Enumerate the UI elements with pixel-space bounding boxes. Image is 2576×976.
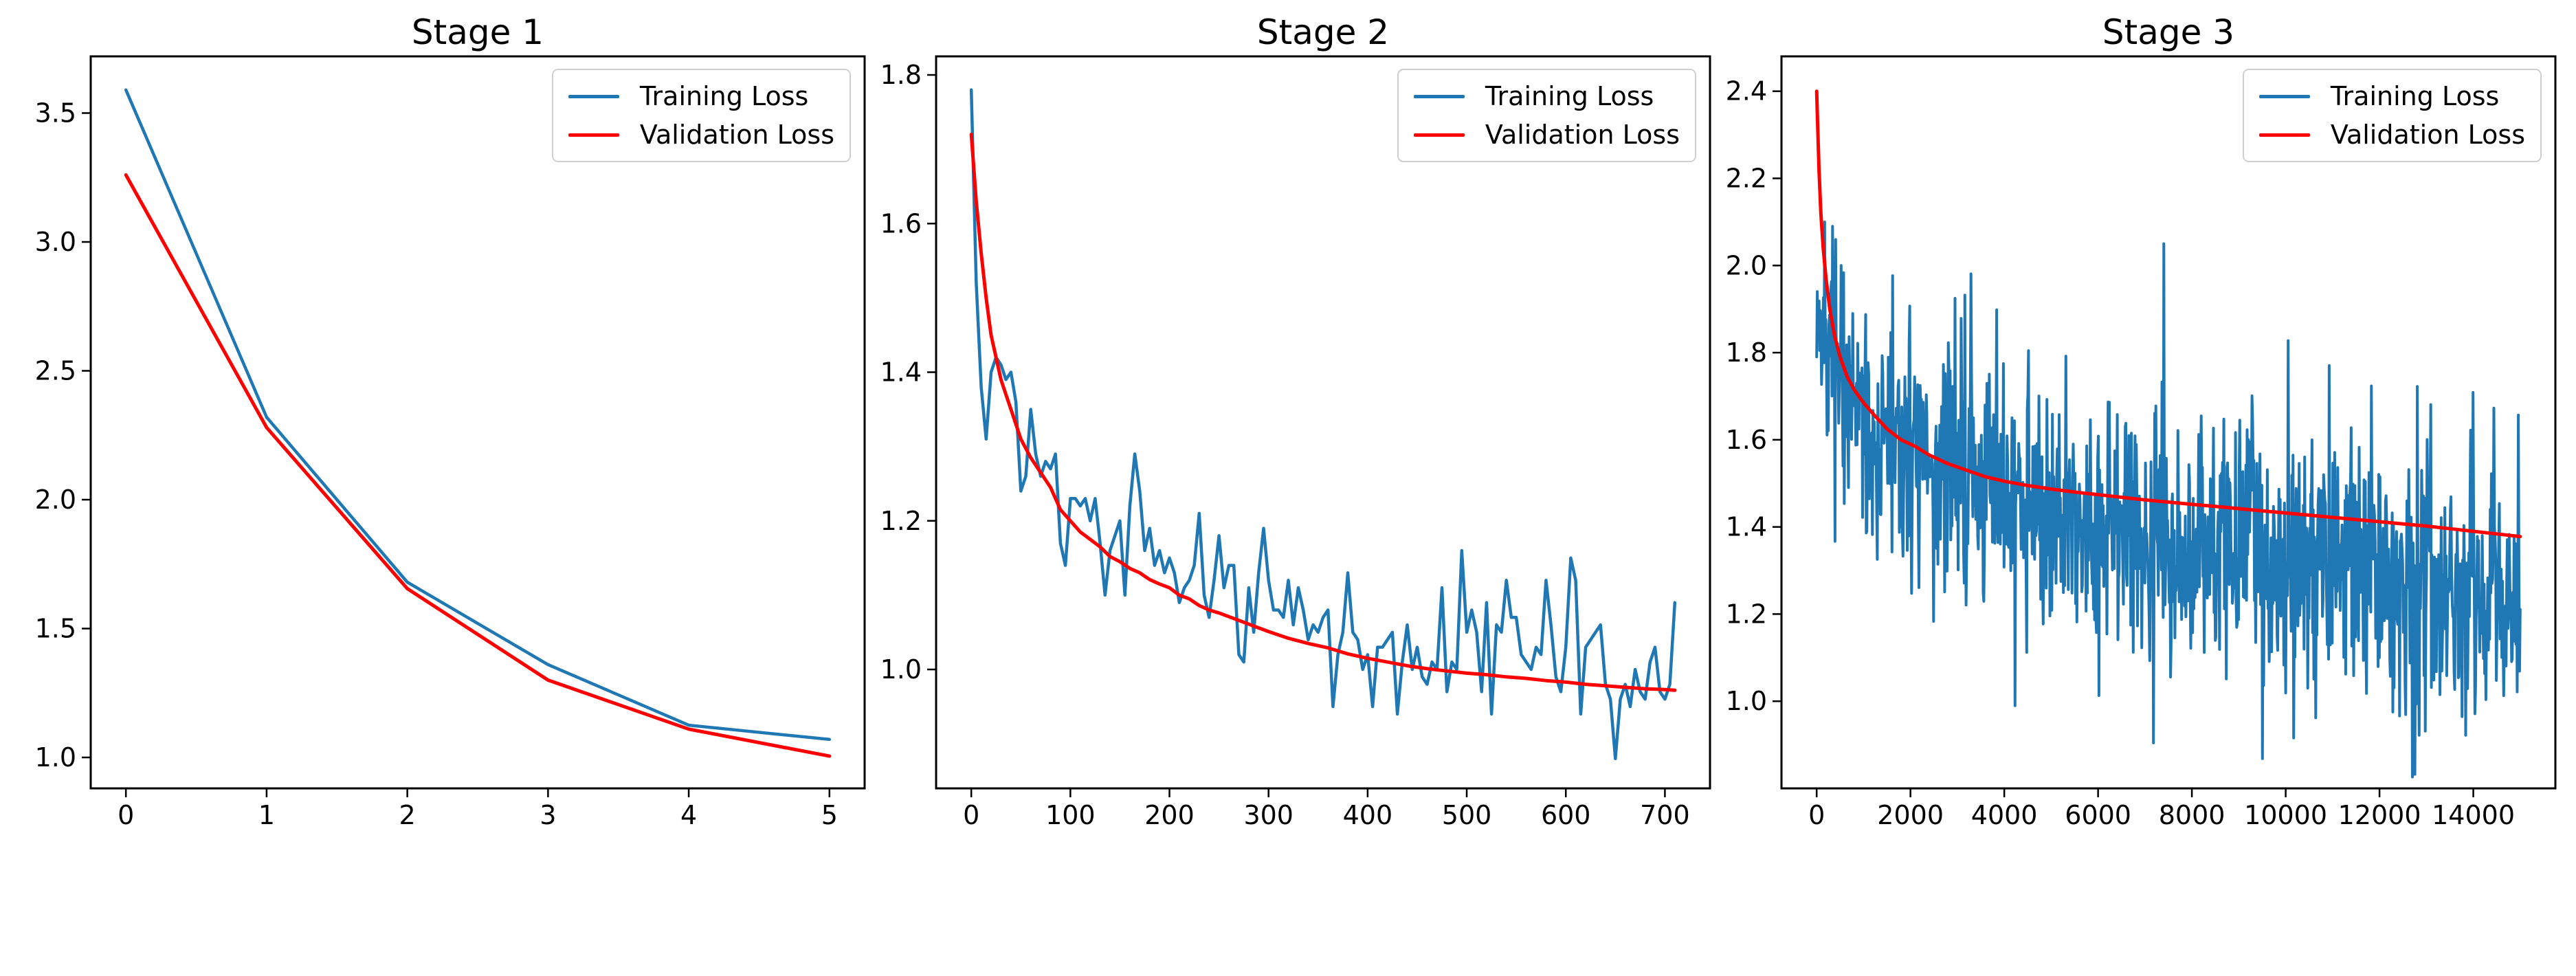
x-tick-label: 4000 xyxy=(1971,800,2038,830)
y-tick-label: 3.5 xyxy=(35,98,76,129)
legend-item-validation: Validation Loss xyxy=(1413,120,1680,150)
y-tick-label: 1.6 xyxy=(1726,425,1767,455)
training-loss-line-icon xyxy=(568,94,619,98)
subplot-stage-2: 0 100 200 300 400 500 600 700 1.0 1.2 1.4 1.6 1.8 St… xyxy=(845,0,1731,866)
y-tick-label: 2.2 xyxy=(1726,164,1767,194)
stage-2-legend: Training Loss Validation Loss xyxy=(1397,69,1696,162)
stage-1-title: Stage 1 xyxy=(411,12,544,52)
validation-loss-line xyxy=(969,133,1677,692)
training-loss-line xyxy=(124,88,832,742)
y-tick-label: 1.0 xyxy=(880,654,922,685)
axes-frame xyxy=(1780,55,2557,790)
series-group xyxy=(124,88,832,758)
x-tick-label: 3 xyxy=(540,800,556,830)
y-tick-label: 1.0 xyxy=(1726,686,1767,716)
training-loss-label: Training Loss xyxy=(2330,81,2500,111)
y-tick-label: 1.0 xyxy=(35,742,76,773)
validation-loss-line-icon xyxy=(1413,133,1465,137)
series-group xyxy=(969,88,1677,761)
training-loss-line xyxy=(969,88,1677,761)
x-tick-label: 100 xyxy=(1045,800,1096,830)
validation-loss-label: Validation Loss xyxy=(639,120,834,150)
x-tick-label: 2 xyxy=(399,800,416,830)
x-tick-label: 500 xyxy=(1442,800,1492,830)
y-tick-label: 2.0 xyxy=(35,485,76,515)
legend-item-training: Training Loss xyxy=(2258,81,2525,111)
legend-item-validation: Validation Loss xyxy=(2258,120,2525,150)
validation-loss-line xyxy=(1814,89,2522,539)
axes-frame xyxy=(935,55,1711,790)
y-tick-label: 1.4 xyxy=(1726,512,1767,542)
x-tick-label: 2000 xyxy=(1877,800,1944,830)
x-tick-label: 200 xyxy=(1144,800,1195,830)
series-group xyxy=(1814,89,2522,779)
y-tick-label: 3.0 xyxy=(35,227,76,257)
x-tick-label: 600 xyxy=(1541,800,1591,830)
training-loss-line-icon xyxy=(1413,94,1465,98)
training-loss-line xyxy=(1815,220,2522,779)
axes-frame xyxy=(89,55,866,790)
legend-item-training: Training Loss xyxy=(1413,81,1680,111)
y-tick-label: 1.2 xyxy=(880,506,922,536)
training-loss-label: Training Loss xyxy=(1485,81,1654,111)
stage-1-legend: Training Loss Validation Loss xyxy=(551,69,851,162)
x-tick-label: 400 xyxy=(1343,800,1393,830)
legend-item-validation: Validation Loss xyxy=(568,120,834,150)
y-axis-ticks: 1.0 1.5 2.0 2.5 3.0 3.5 xyxy=(35,98,91,773)
validation-loss-label: Validation Loss xyxy=(1485,120,1680,150)
y-tick-label: 1.8 xyxy=(880,60,922,90)
training-loss-line-icon xyxy=(2258,94,2310,98)
x-tick-label: 5 xyxy=(821,800,838,830)
y-tick-label: 2.5 xyxy=(35,356,76,386)
x-tick-label: 14000 xyxy=(2432,800,2515,830)
x-tick-label: 0 xyxy=(1808,800,1825,830)
x-tick-label: 8000 xyxy=(2159,800,2225,830)
y-axis-ticks: 1.0 1.2 1.4 1.6 1.8 xyxy=(880,60,936,685)
stage-3-plot-area: 0 2000 4000 6000 8000 10000 12000 140001.01.21.… xyxy=(1726,55,2557,830)
x-tick-label: 700 xyxy=(1640,800,1690,830)
x-axis-ticks: 0 2000 4000 6000 8000 10000 12000 14000 xyxy=(1808,788,2515,830)
x-tick-label: 6000 xyxy=(2065,800,2131,830)
validation-loss-line-icon xyxy=(568,133,619,137)
legend-item-training: Training Loss xyxy=(568,81,834,111)
training-loss-label: Training Loss xyxy=(639,81,809,111)
x-tick-label: 0 xyxy=(963,800,979,830)
y-axis-ticks: 1.0 1.2 1.4 1.6 1.8 2.0 2.2 2.4 xyxy=(1726,76,1781,716)
subplot-stage-1: 0 1 2 3 4 5 1.0 1.5 2.0 2.5 3.0 3.5 Stage 1 Trainin… xyxy=(0,0,885,866)
x-axis-ticks: 0 100 200 300 400 500 600 700 xyxy=(963,788,1690,830)
y-tick-label: 1.8 xyxy=(1726,337,1767,368)
stage-3-title: Stage 3 xyxy=(2102,12,2235,52)
x-tick-label: 4 xyxy=(680,800,697,830)
y-tick-label: 1.5 xyxy=(35,614,76,644)
x-tick-label: 10000 xyxy=(2244,800,2327,830)
stage-1-plot-area: 0 1 2 3 4 5 1.0 1.5 2.0 2.5 3.0 3.5 xyxy=(35,55,866,830)
stage-3-legend: Training Loss Validation Loss xyxy=(2242,69,2542,162)
validation-loss-line-icon xyxy=(2258,133,2310,137)
validation-loss-label: Validation Loss xyxy=(2330,120,2525,150)
y-tick-label: 2.4 xyxy=(1726,76,1767,107)
x-tick-label: 0 xyxy=(118,800,134,830)
subplot-stage-3: 0 2000 4000 6000 8000 10000 12000 14000 1.0 1.2 1.… xyxy=(1691,0,2576,866)
x-axis-ticks: 0 1 2 3 4 5 xyxy=(118,788,838,830)
stage-2-plot-area: 0 100 200 300 400 500 600 700 1.0 1.2 1.4 1.6 1.8 xyxy=(880,55,1711,830)
validation-loss-line xyxy=(124,173,832,758)
x-tick-label: 300 xyxy=(1243,800,1293,830)
stage-2-title: Stage 2 xyxy=(1256,12,1390,52)
y-tick-label: 1.2 xyxy=(1726,599,1767,629)
y-tick-label: 1.4 xyxy=(880,357,922,388)
y-tick-label: 2.0 xyxy=(1726,250,1767,280)
y-tick-label: 1.6 xyxy=(880,208,922,239)
x-tick-label: 1 xyxy=(258,800,275,830)
x-tick-label: 12000 xyxy=(2338,800,2421,830)
